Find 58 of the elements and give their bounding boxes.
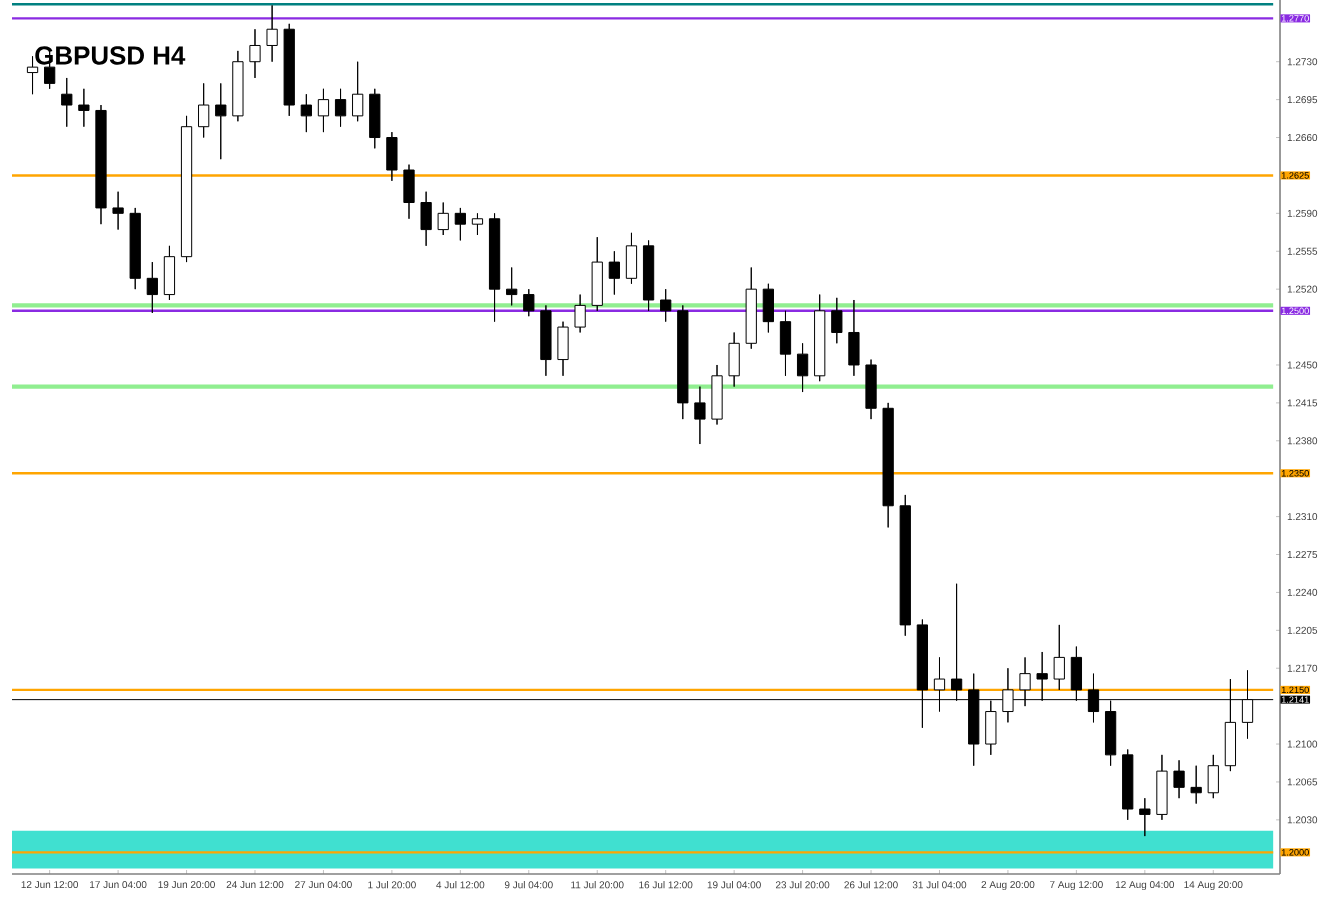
candlestick (1053, 624, 1065, 691)
candlestick (386, 131, 398, 182)
candlestick (1173, 759, 1185, 799)
candlestick (728, 331, 740, 388)
candlestick (762, 283, 774, 333)
candlestick (625, 232, 638, 285)
candlestick (112, 191, 124, 231)
candlestick (677, 304, 689, 420)
candlestick (78, 88, 90, 128)
candlestick (488, 212, 501, 323)
candlestick (642, 239, 655, 312)
candlestick (779, 310, 792, 377)
candlestick (660, 288, 672, 323)
candlestick (574, 294, 586, 333)
candlestick (506, 266, 518, 306)
candlestick (26, 55, 39, 95)
candlestick (180, 115, 193, 263)
candlestick (454, 207, 466, 241)
candlestick (1207, 754, 1219, 799)
candlestick (198, 82, 210, 139)
candlestick (882, 402, 894, 528)
candlestick (745, 266, 757, 350)
candlestick (249, 28, 261, 79)
candlestick (266, 4, 278, 63)
candlestick (1156, 754, 1168, 821)
candlestick (608, 250, 620, 296)
candlestick (1122, 748, 1134, 821)
candlestick (591, 236, 603, 312)
candlestick (814, 294, 826, 382)
candlestick (523, 288, 535, 317)
candlestick (215, 82, 227, 160)
candlestick (352, 61, 364, 122)
candlestick (557, 321, 569, 377)
candlestick (471, 212, 484, 236)
candlestick (899, 494, 911, 637)
candlestick (831, 297, 843, 344)
candlestick (300, 93, 312, 133)
candlestick (848, 299, 860, 377)
candlestick (437, 202, 449, 236)
candlestick (317, 88, 330, 133)
candlestick (129, 207, 141, 290)
candlestick (420, 191, 432, 247)
candlestick (283, 23, 295, 117)
candlestick (865, 359, 877, 420)
candlestick (95, 104, 107, 225)
candlestick (61, 77, 73, 128)
candlestick (403, 164, 415, 220)
candlestick (334, 88, 347, 128)
candlestick (146, 261, 158, 314)
candlestick (1190, 765, 1202, 805)
candlestick (163, 245, 176, 301)
candlestick (369, 88, 381, 149)
candlestick (796, 342, 809, 393)
candlestick (711, 364, 723, 426)
candlestick (1139, 797, 1151, 837)
candlestick (540, 304, 552, 377)
candlestick (694, 386, 706, 445)
candlestick (232, 50, 244, 122)
